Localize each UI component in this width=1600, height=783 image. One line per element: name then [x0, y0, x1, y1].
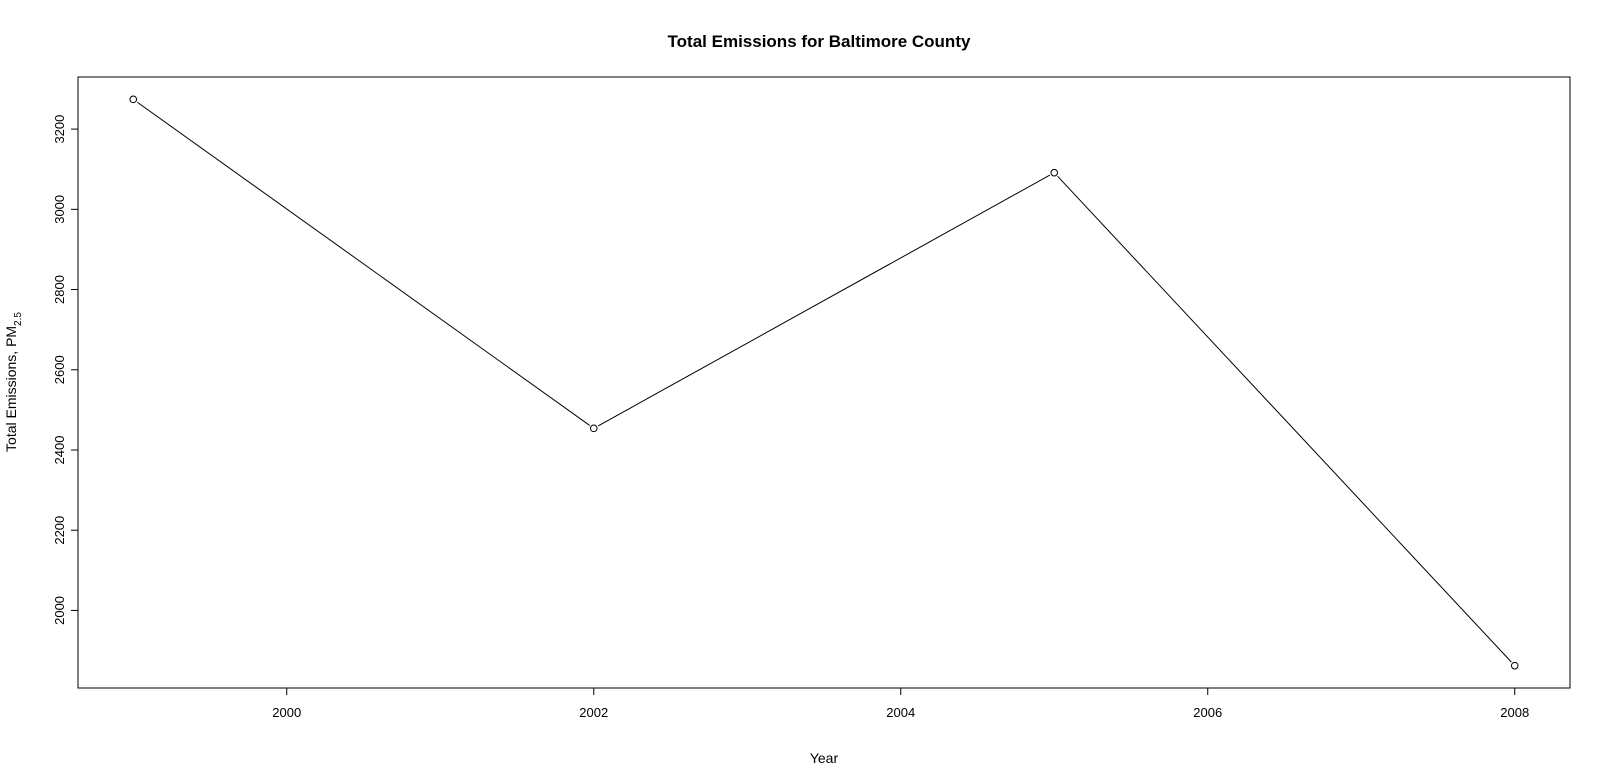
y-tick-label: 3000	[52, 195, 67, 224]
x-tick-label: 2008	[1500, 705, 1529, 720]
x-tick-label: 2006	[1193, 705, 1222, 720]
y-axis-label-subscript: 2.5	[13, 312, 24, 326]
x-axis: 2000 2002 2004 2006 2008	[272, 687, 1529, 720]
data-point	[129, 95, 138, 104]
y-tick-label: 2800	[52, 275, 67, 304]
series-layer	[129, 95, 1519, 670]
data-point	[589, 424, 598, 433]
y-axis-label: Total Emissions, PM2.5	[3, 312, 24, 452]
y-tick-label: 2600	[52, 355, 67, 384]
y-tick-label: 3200	[52, 115, 67, 144]
y-tick-label: 2000	[52, 596, 67, 625]
data-point	[1050, 168, 1059, 177]
series-line-segment	[1057, 175, 1512, 663]
plot-frame	[77, 76, 1571, 689]
y-axis-label-main: Total Emissions, PM	[3, 326, 19, 452]
x-axis-label: Year	[810, 750, 839, 766]
y-tick-label: 2400	[52, 436, 67, 465]
series-line-segment	[137, 101, 590, 426]
x-tick-label: 2002	[579, 705, 608, 720]
x-tick-label: 2000	[272, 705, 301, 720]
series-line-segment	[597, 174, 1051, 427]
x-tick-label: 2004	[886, 705, 915, 720]
data-point	[1510, 661, 1519, 670]
y-axis: 2000 2200 2400 2600 2800 3000 3200	[52, 115, 79, 625]
y-tick-label: 2200	[52, 516, 67, 545]
chart-title: Total Emissions for Baltimore County	[668, 32, 971, 51]
